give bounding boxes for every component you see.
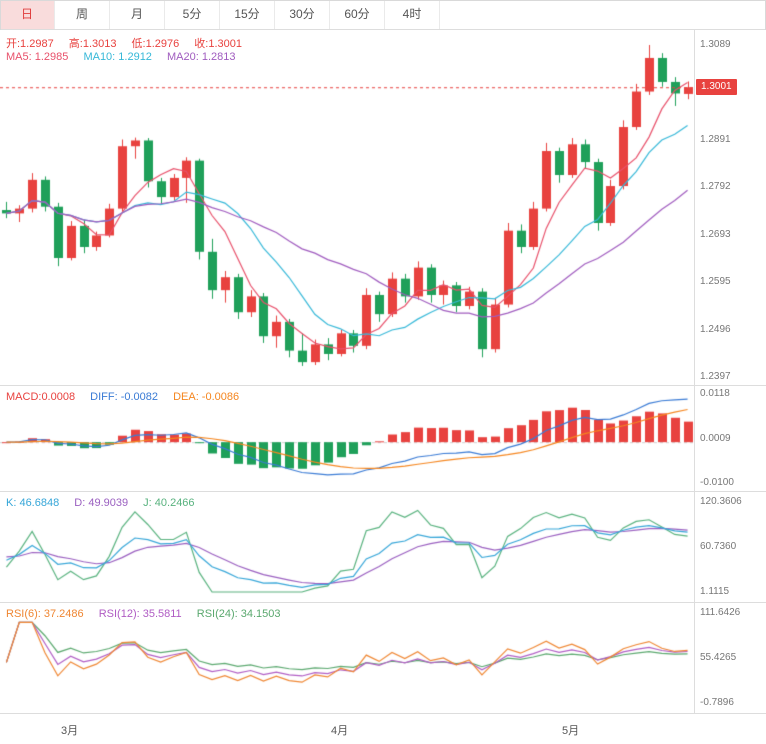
ma-legend: MA5: 1.2985 MA10: 1.2912 MA20: 1.2813 (6, 51, 248, 63)
diff-value: DIFF: -0.0082 (90, 391, 159, 403)
axis-tick-label: 111.6426 (700, 607, 741, 618)
axis-tick-label: 1.2891 (700, 133, 731, 145)
axis-tick-label: 1.1115 (700, 586, 730, 597)
tab-4hour[interactable]: 4时 (385, 0, 440, 29)
ma10-value: MA10: 1.2912 (83, 51, 152, 63)
j-value: J: 40.2466 (143, 497, 195, 509)
axis-divider (694, 603, 695, 713)
axis-divider (694, 492, 695, 602)
dea-value: DEA: -0.0086 (173, 391, 240, 403)
axis-tick-label: 1.2397 (700, 371, 731, 382)
rsi12-value: RSI(12): 35.5811 (98, 608, 182, 620)
kdj-canvas[interactable] (0, 492, 694, 602)
axis-tick-label: -0.7896 (700, 697, 734, 708)
rsi-panel: RSI(6): 37.2486 RSI(12): 35.5811 RSI(24)… (0, 603, 766, 714)
open-value: 开:1.2987 (6, 38, 54, 50)
kdj-legend: K: 46.6848 D: 49.9039 J: 40.2466 (6, 497, 207, 509)
axis-tick-label: 60.7360 (700, 541, 737, 552)
high-value: 高:1.3013 (68, 38, 117, 50)
tab-week[interactable]: 周 (55, 0, 110, 29)
tab-15min[interactable]: 15分 (220, 0, 275, 29)
axis-tick-label: 1.2595 (700, 276, 731, 288)
macd-panel: MACD:0.0008 DIFF: -0.0082 DEA: -0.0086 0… (0, 386, 766, 492)
macd-value: MACD:0.0008 (6, 391, 76, 403)
month-label: 4月 (331, 725, 349, 737)
kdj-panel: K: 46.6848 D: 49.9039 J: 40.2466 120.360… (0, 492, 766, 603)
axis-tick-label: 0.0009 (700, 432, 731, 444)
axis-tick-label: 1.3089 (700, 39, 731, 50)
tab-30min[interactable]: 30分 (275, 0, 330, 29)
current-price-tag: 1.3001 (696, 79, 737, 95)
rsi-canvas[interactable] (0, 603, 694, 713)
month-label: 3月 (61, 725, 79, 737)
axis-divider (694, 30, 695, 385)
axis-tick-label: 55.4265 (700, 652, 737, 663)
tab-60min[interactable]: 60分 (330, 0, 385, 29)
rsi6-value: RSI(6): 37.2486 (6, 608, 84, 620)
axis-tick-label: 1.2792 (700, 181, 731, 193)
month-label: 5月 (562, 725, 580, 737)
axis-tick-label: 1.2693 (700, 228, 731, 240)
ohlc-legend: 开:1.2987 高:1.3013 低:1.2976 收:1.3001 (6, 35, 254, 51)
close-value: 收:1.3001 (194, 38, 242, 50)
macd-legend: MACD:0.0008 DIFF: -0.0082 DEA: -0.0086 (6, 391, 251, 403)
axis-tick-label: 0.0118 (700, 388, 730, 399)
rsi-legend: RSI(6): 37.2486 RSI(12): 35.5811 RSI(24)… (6, 608, 293, 620)
axis-divider (694, 386, 695, 491)
candlestick-panel: 开:1.2987 高:1.3013 低:1.2976 收:1.3001 MA5:… (0, 30, 766, 386)
tab-5min[interactable]: 5分 (165, 0, 220, 29)
d-value: D: 49.9039 (74, 497, 129, 509)
low-value: 低:1.2976 (131, 38, 180, 50)
axis-tick-label: -0.0100 (700, 477, 734, 488)
candlestick-canvas[interactable] (0, 30, 694, 385)
rsi24-value: RSI(24): 34.1503 (196, 608, 281, 620)
axis-tick-label: 120.3606 (700, 496, 742, 507)
ma20-value: MA20: 1.2813 (167, 51, 236, 63)
time-axis: 3月 4月 5月 (0, 714, 766, 744)
axis-tick-label: 1.2496 (700, 323, 731, 335)
macd-canvas[interactable] (0, 386, 694, 491)
k-value: K: 46.6848 (6, 497, 60, 509)
tab-month[interactable]: 月 (110, 0, 165, 29)
timeframe-tabbar: 日 周 月 5分 15分 30分 60分 4时 (0, 0, 766, 30)
tab-day[interactable]: 日 (0, 0, 55, 29)
ma5-value: MA5: 1.2985 (6, 51, 69, 63)
